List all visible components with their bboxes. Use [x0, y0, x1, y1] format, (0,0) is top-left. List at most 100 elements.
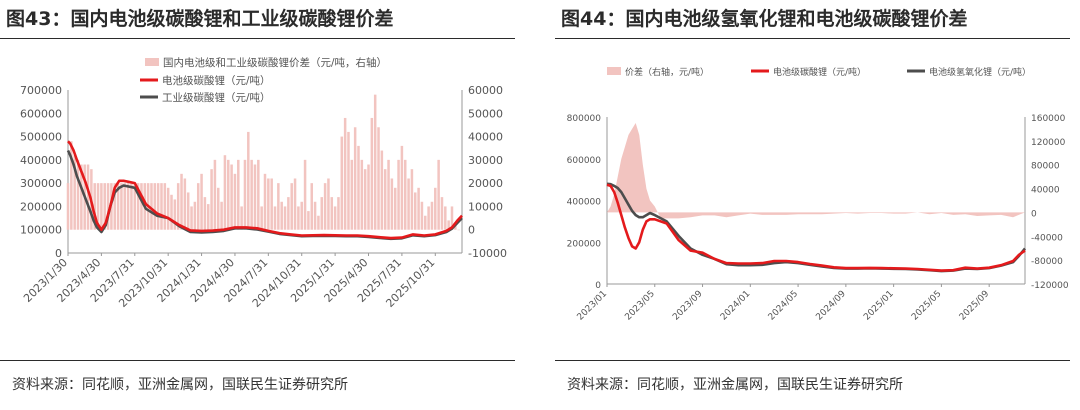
spread-bar	[393, 187, 397, 230]
spread-bar	[273, 206, 277, 230]
y-left-tick-label: 400000	[20, 154, 62, 167]
spread-bar	[267, 178, 270, 230]
y-left-tick-label: 600000	[20, 107, 62, 120]
left-panel: 图43：国内电池级碳酸锂和工业级碳酸锂价差 0 100000 200000 30000…	[0, 0, 525, 410]
spread-bar	[133, 183, 137, 230]
spread-bar	[310, 183, 313, 230]
y-right-tick-label: 30000	[468, 154, 503, 167]
spread-bar	[66, 183, 70, 230]
spread-bar	[230, 164, 233, 230]
y-right-tick-label: 0	[468, 224, 475, 237]
y-right-tick-label: 120000	[1031, 138, 1066, 148]
spread-bar	[434, 187, 437, 230]
y-left-tick-label: 200000	[567, 239, 602, 249]
spread-bar	[430, 201, 434, 230]
y-right-tick-label: -10000	[468, 247, 507, 260]
spread-bar	[407, 178, 410, 230]
spread-bar	[103, 183, 106, 230]
spread-bar	[390, 178, 394, 230]
spread-bar	[380, 150, 384, 230]
spread-bar	[277, 183, 280, 230]
spread-bar	[217, 187, 220, 230]
y-left-tick-label: 600000	[567, 156, 602, 166]
spread-bar	[303, 159, 307, 230]
y-left-tick-label: 400000	[567, 198, 602, 208]
spread-bar	[353, 127, 357, 230]
spread-bar	[186, 192, 190, 230]
legend-label: 电池级碳酸锂（元/吨）	[162, 74, 271, 87]
y-right-tick-label: 40000	[468, 131, 503, 144]
spread-bar	[100, 183, 103, 230]
y-left-tick-label: 300000	[20, 177, 62, 190]
spread-bar	[323, 183, 327, 230]
title-rule	[0, 38, 515, 39]
spread-bar	[280, 201, 283, 230]
x-tick-label: 2023/05	[623, 289, 657, 323]
y-left-tick-label: 0	[55, 247, 62, 260]
spread-bar	[410, 169, 414, 230]
spread-bar	[327, 178, 330, 230]
spread-bar	[317, 215, 320, 230]
source-rule	[0, 360, 515, 361]
y-right-tick-label: 60000	[468, 84, 503, 97]
y-left-tick-label: 800000	[567, 114, 602, 124]
y-right-tick-label: 160000	[1031, 114, 1066, 124]
spread-bar	[247, 131, 250, 230]
y-right-tick-label: -40000	[1031, 233, 1063, 243]
spread-bar	[424, 215, 427, 230]
spread-bar	[233, 173, 237, 230]
y-left-tick-label: 200000	[20, 200, 62, 213]
x-tick-label: 2024/05	[767, 289, 801, 323]
x-tick-label: 2023/01	[576, 289, 610, 323]
spread-bar	[283, 206, 287, 230]
spread-bar	[253, 164, 257, 230]
spread-bar	[183, 178, 187, 230]
y-left-tick-label: 0	[595, 281, 601, 291]
legend-label: 电池级碳酸锂（元/吨）	[773, 66, 866, 78]
spread-bar	[387, 159, 390, 230]
y-right-tick-label: 80000	[1031, 162, 1060, 172]
spread-bar	[140, 183, 143, 230]
y-right-tick-label: 0	[1031, 209, 1037, 219]
spread-bar	[373, 94, 377, 230]
spread-bar	[260, 206, 263, 230]
spread-bar	[96, 183, 100, 230]
chart-title: 图44：国内电池级氢氧化锂和电池级碳酸锂价差	[561, 8, 968, 30]
spread-bar	[450, 206, 454, 230]
y-left-tick-label: 500000	[20, 131, 62, 144]
spread-bar	[203, 197, 207, 230]
series-line	[67, 140, 463, 240]
spread-bar	[297, 206, 300, 230]
spread-bar	[150, 183, 153, 230]
spread-bar	[193, 201, 197, 230]
spread-bar	[156, 183, 160, 230]
chart-left: 0100000200000300000400000500000600000700…	[20, 56, 507, 310]
spread-bar	[73, 155, 76, 230]
spread-bar	[106, 183, 110, 230]
spread-bar	[163, 183, 167, 230]
spread-bar	[250, 159, 253, 230]
spread-bar	[360, 159, 364, 230]
spread-bar	[457, 229, 460, 231]
spread-bar	[377, 127, 380, 230]
source-note: 资料来源：同花顺，亚洲金属网，国联民生证券研究所	[12, 377, 348, 393]
spread-bar	[220, 201, 223, 230]
y-right-tick-label: 50000	[468, 107, 503, 120]
y-right-tick-label: 40000	[1031, 186, 1060, 196]
spread-bar	[333, 206, 337, 230]
y-left-tick-label: 700000	[20, 84, 62, 97]
source-note: 资料来源：同花顺，亚洲金属网，国联民生证券研究所	[567, 377, 903, 393]
spread-bar	[290, 183, 293, 230]
spread-bar	[397, 159, 400, 230]
legend-swatch-spread	[145, 58, 159, 66]
spread-bar	[153, 183, 157, 230]
legend-label: 电池级氢氧化锂（元/吨）	[929, 66, 1031, 78]
spread-bar	[340, 136, 344, 230]
spread-bar	[80, 164, 83, 230]
y-right-tick-label: 10000	[468, 200, 503, 213]
spread-bar	[170, 194, 173, 230]
y-left-tick-label: 100000	[20, 224, 62, 237]
spread-bar	[417, 187, 420, 230]
x-tick-label: 2024/09	[814, 289, 848, 323]
spread-bar	[440, 197, 444, 230]
